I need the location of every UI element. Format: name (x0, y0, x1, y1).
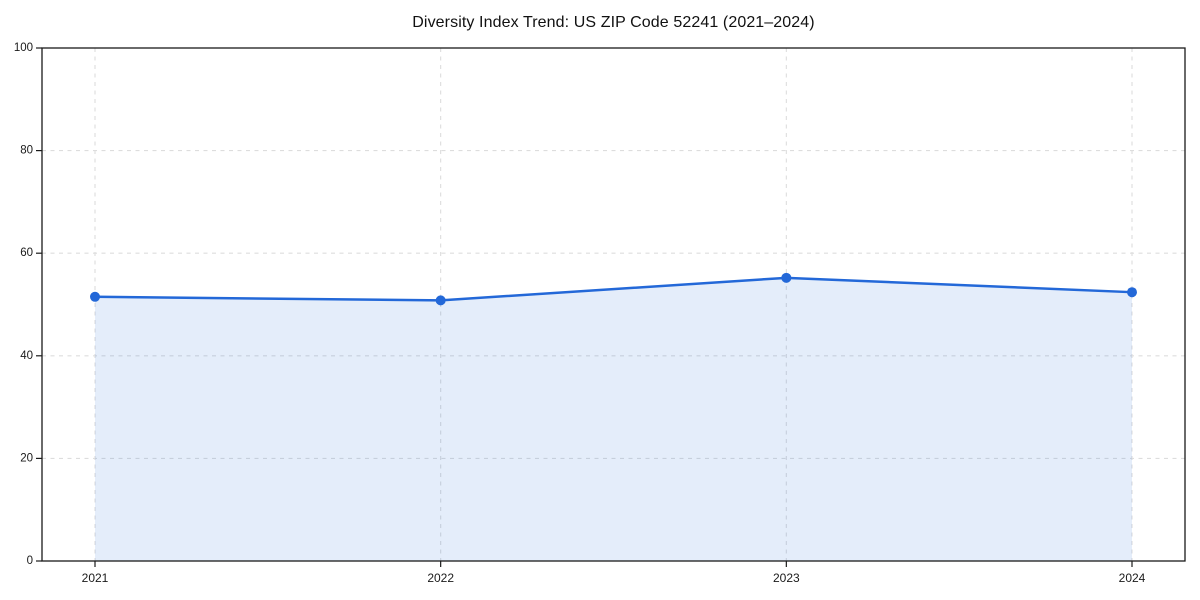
trend-line (93, 276, 1134, 302)
y-tick-label: 100 (14, 42, 33, 54)
data-point-marker (90, 291, 100, 302)
x-tick-label: 2023 (773, 571, 800, 585)
data-point-marker (781, 272, 792, 283)
chart-title: Diversity Index Trend: US ZIP Code 52241… (412, 14, 815, 31)
y-tick-label: 60 (20, 247, 33, 259)
data-point-marker (435, 295, 446, 306)
data-point-marker (1127, 287, 1137, 298)
x-tick-label: 2024 (1119, 571, 1146, 585)
y-tick-label: 0 (27, 555, 33, 567)
x-tick-label: 2021 (82, 571, 109, 585)
y-tick-label: 20 (20, 452, 33, 464)
y-tick-label: 80 (20, 145, 33, 157)
plot-border (41, 47, 1186, 562)
x-tick-label: 2022 (427, 571, 454, 585)
area-fill (95, 277, 1132, 561)
y-tick-label: 40 (20, 350, 33, 362)
